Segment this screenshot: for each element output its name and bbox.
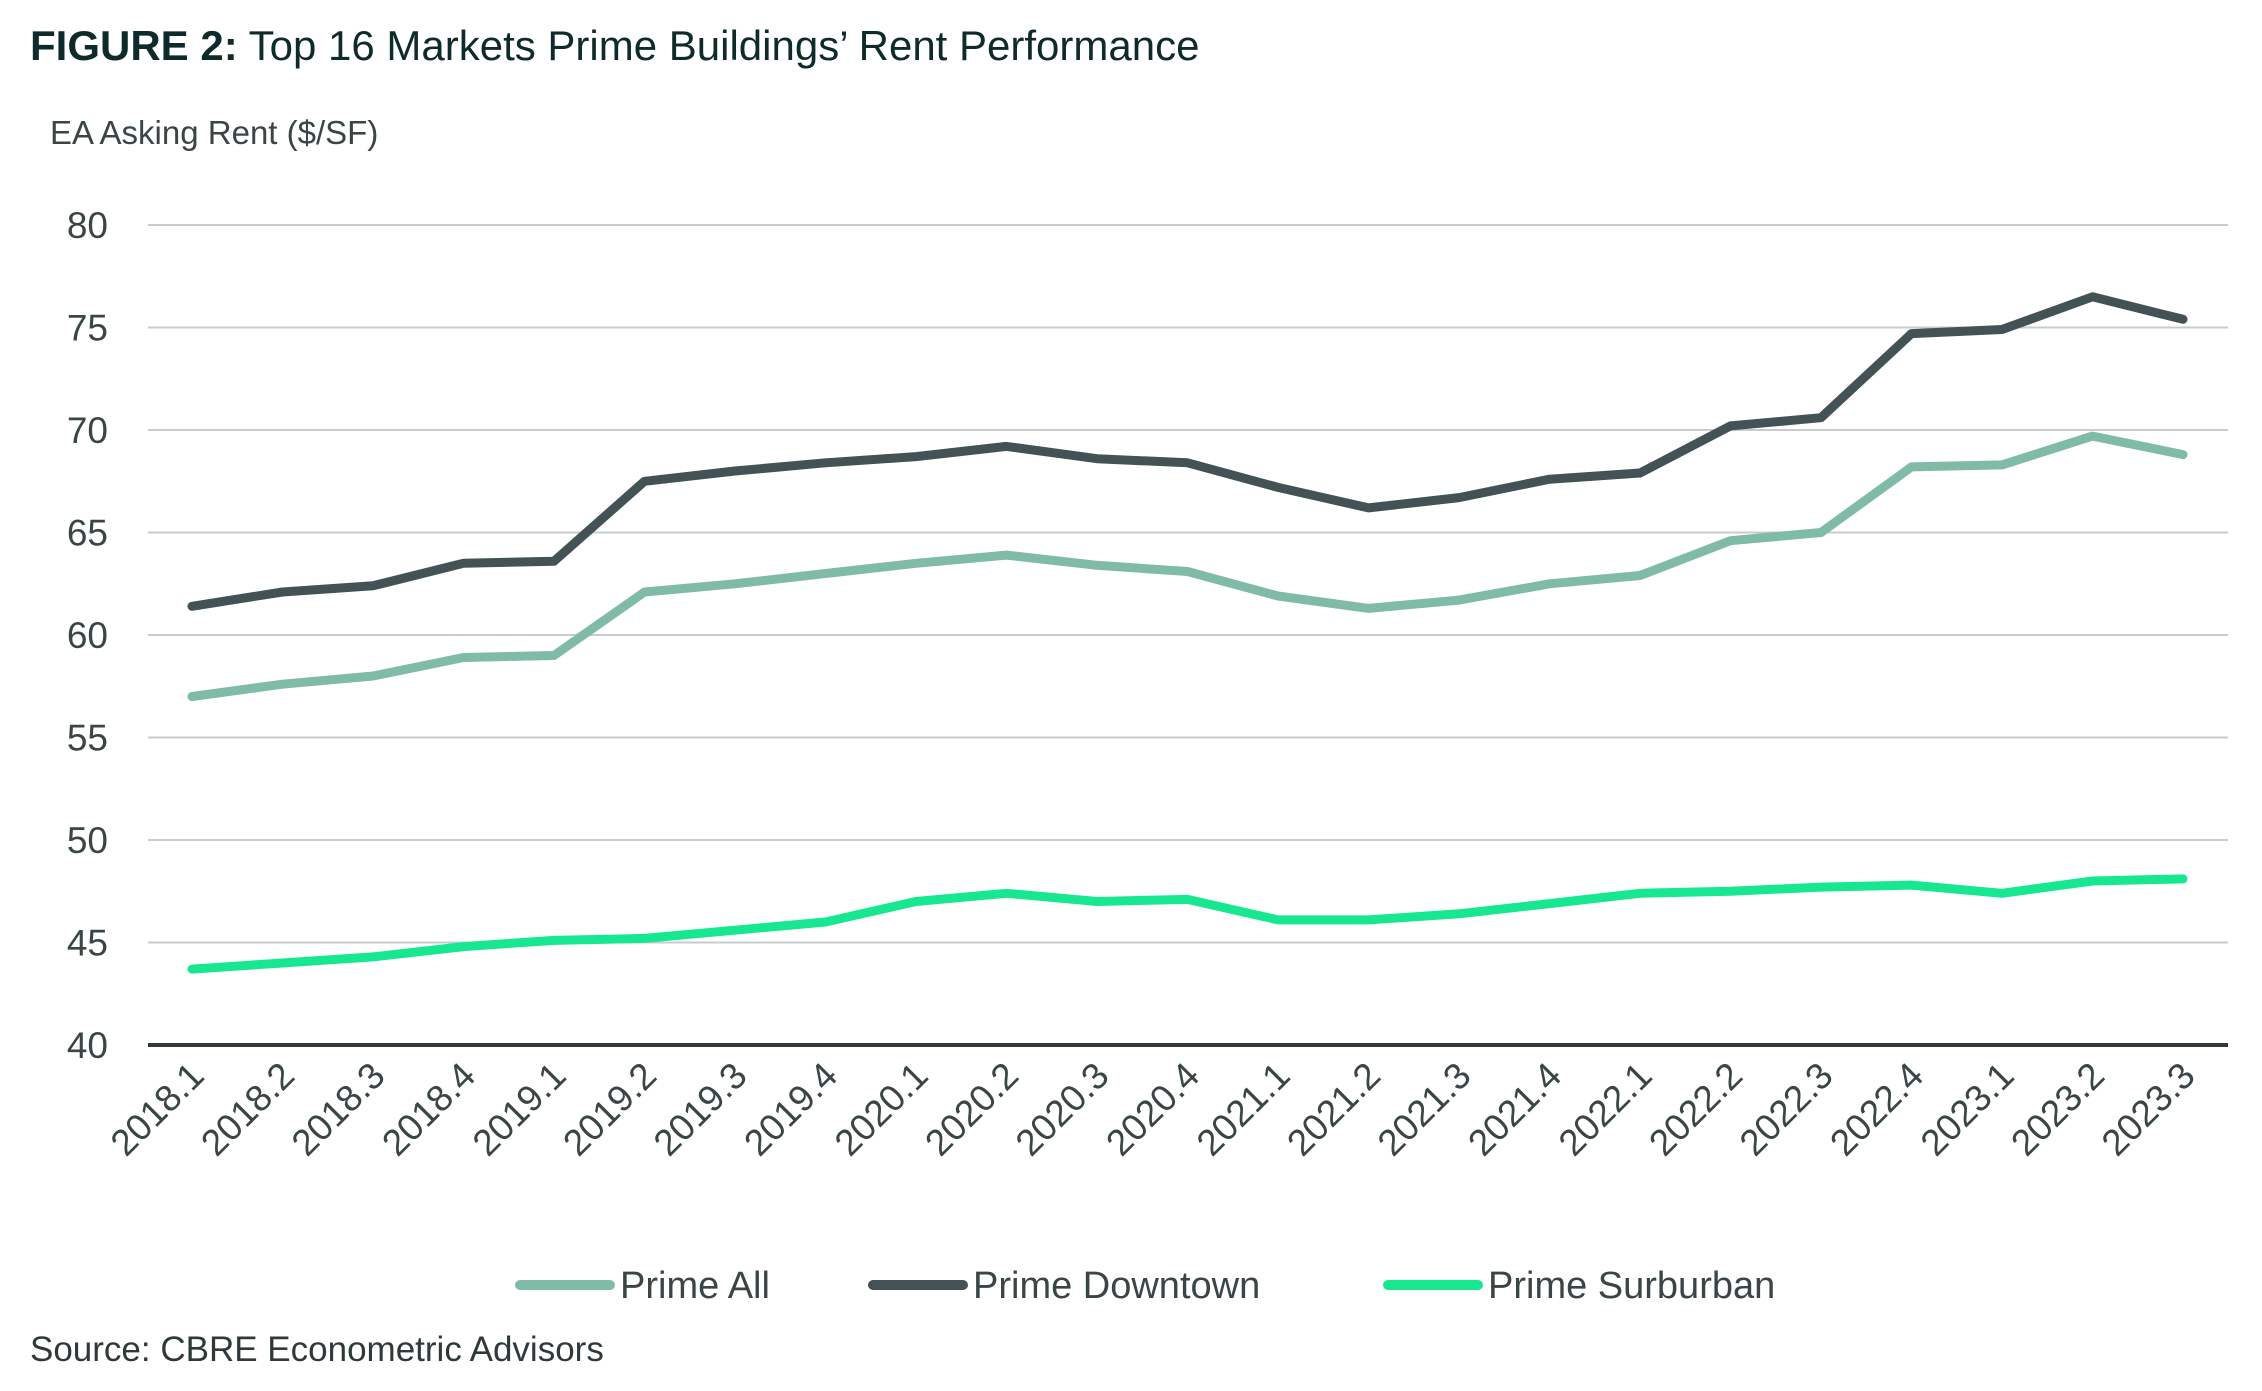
x-tick-label: 2019.1: [465, 1055, 574, 1164]
x-tick-label: 2020.2: [917, 1055, 1026, 1164]
x-tick-label: 2023.2: [2003, 1055, 2112, 1164]
series-line-prime-downtown: [187, 292, 2188, 611]
x-tick-label: 2020.4: [1098, 1055, 1207, 1164]
legend-label: Prime Downtown: [973, 1265, 1260, 1307]
y-axis-label: EA Asking Rent ($/SF): [50, 114, 378, 151]
y-tick-label: 60: [67, 615, 108, 656]
x-tick-label: 2021.1: [1189, 1055, 1298, 1164]
y-tick-label: 70: [67, 410, 108, 451]
y-tick-label: 55: [67, 718, 108, 759]
x-tick-label: 2021.4: [1460, 1055, 1569, 1164]
legend: Prime All Prime Downtown Prime Surburban: [515, 1265, 1775, 1307]
x-tick-label: 2019.3: [646, 1055, 755, 1164]
y-tick-label: 80: [67, 205, 108, 246]
x-tick-label: 2020.1: [827, 1055, 936, 1164]
x-tick-label: 2023.3: [2094, 1055, 2203, 1164]
x-tick-label: 2020.3: [1008, 1055, 1117, 1164]
legend-label: Prime Surburban: [1488, 1265, 1775, 1307]
x-tick-label: 2022.3: [1732, 1055, 1841, 1164]
y-tick-labels: 40 45 50 55 60 65 70 75 80: [67, 205, 108, 1066]
x-tick-label: 2018.2: [193, 1055, 302, 1164]
figure-label: FIGURE 2:: [30, 22, 238, 69]
y-tick-label: 65: [67, 513, 108, 554]
series-line-prime-all: [187, 431, 2188, 701]
y-tick-label: 45: [67, 923, 108, 964]
x-tick-label: 2022.1: [1551, 1055, 1660, 1164]
x-tick-label: 2022.4: [1822, 1055, 1931, 1164]
y-tick-label: 50: [67, 820, 108, 861]
x-tick-label: 2023.1: [1913, 1055, 2022, 1164]
figure-title-text: Top 16 Markets Prime Buildings’ Rent Per…: [248, 22, 1200, 69]
x-tick-label: 2018.3: [284, 1055, 393, 1164]
x-tick-labels: 2018.12018.22018.32018.42019.12019.22019…: [103, 1055, 2203, 1164]
legend-label: Prime All: [620, 1265, 770, 1307]
y-tick-label: 75: [67, 308, 108, 349]
x-tick-label: 2021.2: [1279, 1055, 1388, 1164]
x-tick-label: 2018.4: [374, 1055, 483, 1164]
x-tick-label: 2019.2: [555, 1055, 664, 1164]
series-line-prime-surburban: [187, 874, 2188, 974]
x-tick-label: 2022.2: [1641, 1055, 1750, 1164]
gridlines: [148, 224, 2228, 1047]
figure-title: FIGURE 2: Top 16 Markets Prime Buildings…: [30, 22, 1199, 70]
x-tick-label: 2021.3: [1370, 1055, 1479, 1164]
series-lines: [187, 292, 2188, 974]
y-tick-label: 40: [67, 1025, 108, 1066]
x-tick-label: 2018.1: [103, 1055, 212, 1164]
source-note: Source: CBRE Econometric Advisors: [30, 1330, 604, 1369]
x-tick-label: 2019.4: [736, 1055, 845, 1164]
